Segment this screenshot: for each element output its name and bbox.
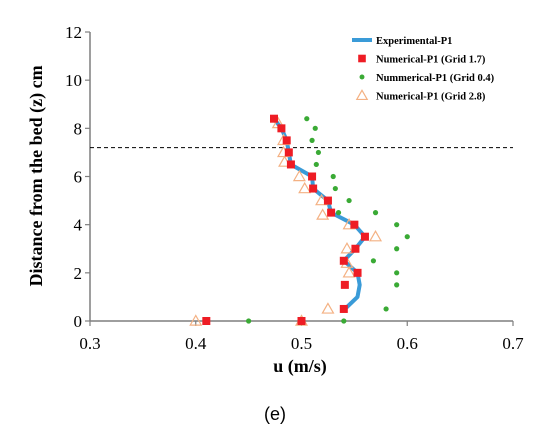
data-point-dot [332, 185, 338, 192]
data-point-square [297, 317, 306, 325]
y-tick-label: 4 [74, 216, 83, 235]
data-point-dot [394, 246, 400, 252]
data-point-dot [383, 306, 389, 312]
x-axis-title: u (m/s) [273, 356, 327, 377]
y-tick-label: 0 [74, 312, 83, 331]
data-point-triangle [292, 169, 306, 182]
data-point-square [282, 136, 291, 145]
data-point-dot [315, 149, 322, 156]
data-point-dot [330, 173, 336, 180]
x-tick-label: 0.5 [291, 334, 312, 353]
series-layer [189, 114, 410, 326]
panel-label: (e) [264, 404, 286, 424]
legend-swatch-dot [359, 74, 365, 80]
data-point-dot [246, 318, 252, 324]
legend-label: Numerical-P1 (Grid 1.7) [376, 55, 486, 66]
legend-swatch-triangle [355, 89, 369, 101]
data-point-triangle [316, 208, 330, 220]
tick-labels: 0.3 0.4 0.5 0.6 0.7 0 2 4 6 8 10 12 [65, 23, 524, 353]
data-point-dot [341, 318, 347, 324]
data-point-dot [312, 125, 318, 131]
y-tick-label: 2 [74, 264, 83, 283]
data-point-dot [394, 282, 400, 288]
y-tick-label: 12 [65, 23, 82, 42]
data-point-triangle [321, 302, 335, 314]
data-point-triangle [340, 242, 354, 254]
data-point-triangle [368, 229, 383, 242]
data-point-square [270, 114, 279, 123]
y-axis-title: Distance from the bed (z) cm [26, 65, 47, 286]
data-point-dot [394, 270, 400, 276]
data-point-square [202, 317, 211, 325]
data-point-square [284, 148, 293, 157]
data-point-square [353, 268, 362, 277]
legend-label: Nummerical-P1 (Grid 0.4) [376, 73, 495, 84]
data-point-square [277, 124, 286, 133]
data-point-square [339, 304, 348, 313]
legend-swatch-square [358, 54, 366, 63]
data-point-square [351, 244, 360, 253]
data-point-triangle [298, 181, 312, 194]
legend: Experimental-P1 Numerical-P1 (Grid 1.7) Nu… [352, 36, 495, 103]
y-tick-label: 10 [65, 71, 82, 90]
data-point-square [340, 280, 349, 289]
data-point-triangle [189, 314, 203, 326]
data-point-dot [309, 137, 315, 143]
data-point-triangle [342, 266, 356, 278]
x-tick-label: 0.4 [185, 334, 207, 353]
x-tick-label: 0.3 [79, 334, 100, 353]
data-point-dot [394, 222, 400, 228]
data-point-square [323, 196, 332, 205]
data-point-square [339, 256, 348, 265]
x-tick-label: 0.6 [397, 334, 418, 353]
data-point-dot [304, 116, 310, 122]
y-tick-label: 6 [74, 168, 83, 187]
data-point-square [360, 232, 369, 241]
data-point-dot [370, 258, 377, 264]
data-point-dot [313, 161, 319, 168]
legend-label: Numerical-P1 (Grid 2.8) [376, 92, 486, 103]
data-point-dot [335, 210, 342, 216]
data-point-dot [404, 234, 410, 240]
axes [85, 31, 514, 326]
data-point-square [350, 220, 359, 229]
data-point-square [286, 160, 295, 169]
data-point-square [327, 208, 336, 217]
legend-label: Experimental-P1 [376, 36, 452, 47]
data-point-square [308, 172, 317, 181]
data-point-square [309, 184, 318, 193]
y-tick-label: 8 [74, 119, 83, 138]
data-point-dot [346, 197, 352, 204]
x-tick-label: 0.7 [502, 334, 524, 353]
data-point-dot [372, 210, 379, 216]
